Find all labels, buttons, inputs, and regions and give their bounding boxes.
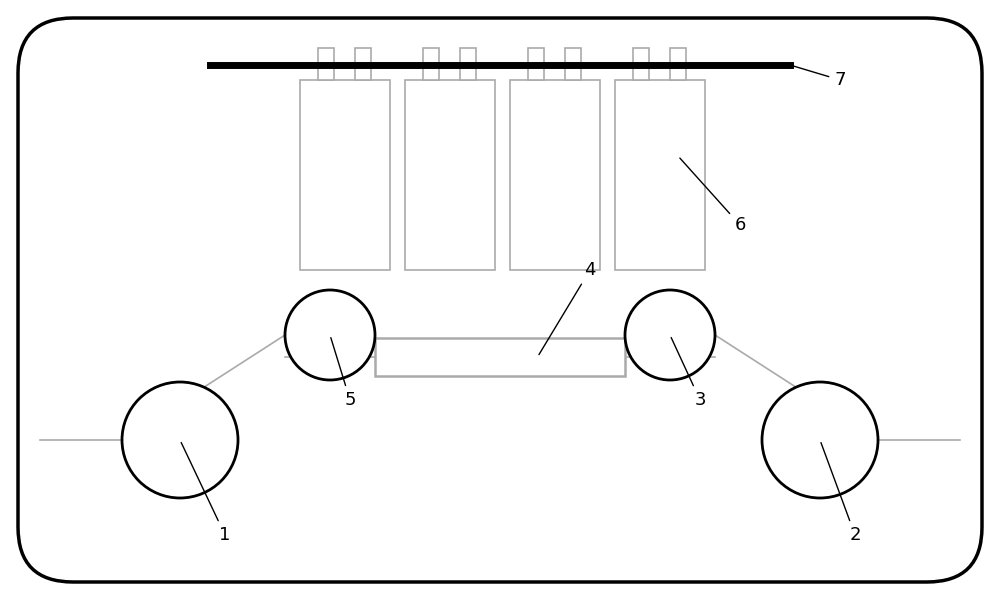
Bar (670, 48, 686, 80)
Text: 3: 3 (671, 338, 706, 409)
Bar (460, 48, 476, 80)
FancyBboxPatch shape (18, 18, 982, 582)
Circle shape (762, 382, 878, 498)
Bar (423, 48, 439, 80)
Bar (355, 48, 371, 80)
Bar (565, 48, 581, 80)
Circle shape (285, 290, 375, 380)
Text: 1: 1 (181, 443, 231, 544)
Bar (375, 338, 625, 376)
Text: 7: 7 (793, 66, 846, 89)
Text: 2: 2 (821, 443, 861, 544)
Text: 6: 6 (680, 158, 746, 234)
Circle shape (625, 290, 715, 380)
Bar (510, 80, 600, 270)
Text: 4: 4 (539, 261, 596, 355)
Circle shape (122, 382, 238, 498)
Bar (300, 80, 390, 270)
Bar (405, 80, 495, 270)
Bar (528, 48, 544, 80)
Text: 5: 5 (331, 338, 356, 409)
Bar (615, 80, 705, 270)
Bar (633, 48, 649, 80)
Bar (318, 48, 334, 80)
